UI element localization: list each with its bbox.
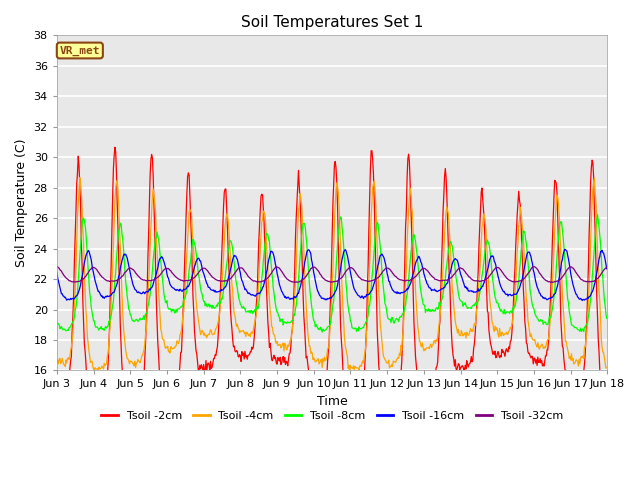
Tsoil -8cm: [204, 303, 212, 309]
Tsoil -2cm: [53, 370, 61, 375]
Text: VR_met: VR_met: [60, 46, 100, 56]
Tsoil -2cm: [400, 295, 408, 300]
Tsoil -32cm: [547, 279, 555, 285]
Tsoil -2cm: [120, 381, 128, 387]
Tsoil -32cm: [204, 269, 212, 275]
Tsoil -32cm: [603, 264, 611, 270]
Tsoil -16cm: [204, 284, 212, 290]
Tsoil -16cm: [399, 290, 406, 296]
X-axis label: Time: Time: [317, 395, 348, 408]
Tsoil -8cm: [603, 315, 611, 321]
Tsoil -8cm: [594, 211, 602, 217]
Tsoil -2cm: [111, 144, 119, 150]
Legend: Tsoil -2cm, Tsoil -4cm, Tsoil -8cm, Tsoil -16cm, Tsoil -32cm: Tsoil -2cm, Tsoil -4cm, Tsoil -8cm, Tsoi…: [97, 406, 568, 425]
Line: Tsoil -32cm: Tsoil -32cm: [57, 266, 607, 282]
Tsoil -32cm: [415, 270, 422, 276]
Tsoil -4cm: [120, 332, 128, 338]
Tsoil -32cm: [175, 276, 183, 282]
Title: Soil Temperatures Set 1: Soil Temperatures Set 1: [241, 15, 423, 30]
Tsoil -2cm: [176, 361, 184, 367]
Tsoil -16cm: [561, 247, 568, 252]
Tsoil -16cm: [603, 266, 611, 272]
Tsoil -4cm: [346, 371, 353, 376]
Tsoil -8cm: [399, 310, 407, 316]
Y-axis label: Soil Temperature (C): Soil Temperature (C): [15, 139, 28, 267]
Line: Tsoil -4cm: Tsoil -4cm: [57, 178, 607, 373]
Line: Tsoil -8cm: Tsoil -8cm: [57, 214, 607, 332]
Tsoil -4cm: [400, 312, 408, 317]
Tsoil -32cm: [53, 264, 61, 269]
Tsoil -32cm: [399, 277, 406, 283]
Tsoil -16cm: [175, 288, 183, 294]
Tsoil -16cm: [579, 298, 586, 303]
Tsoil -4cm: [205, 332, 213, 338]
Tsoil -2cm: [63, 379, 70, 384]
Tsoil -8cm: [318, 329, 326, 335]
Tsoil -4cm: [416, 339, 424, 345]
Tsoil -8cm: [53, 320, 61, 326]
Tsoil -4cm: [76, 175, 84, 180]
Line: Tsoil -16cm: Tsoil -16cm: [57, 250, 607, 300]
Tsoil -16cm: [415, 253, 422, 259]
Tsoil -8cm: [120, 243, 127, 249]
Tsoil -16cm: [53, 269, 61, 275]
Tsoil -16cm: [120, 253, 127, 259]
Tsoil -2cm: [603, 387, 611, 393]
Tsoil -8cm: [63, 328, 70, 334]
Line: Tsoil -2cm: Tsoil -2cm: [57, 147, 607, 405]
Tsoil -8cm: [175, 306, 183, 312]
Tsoil -2cm: [205, 362, 213, 368]
Tsoil -4cm: [53, 359, 61, 365]
Tsoil -4cm: [63, 360, 70, 366]
Tsoil -4cm: [176, 332, 184, 338]
Tsoil -32cm: [63, 276, 70, 281]
Tsoil -16cm: [63, 297, 70, 303]
Tsoil -2cm: [347, 402, 355, 408]
Tsoil -2cm: [416, 381, 424, 387]
Tsoil -8cm: [415, 272, 423, 278]
Tsoil -4cm: [603, 365, 611, 371]
Tsoil -32cm: [120, 272, 127, 278]
